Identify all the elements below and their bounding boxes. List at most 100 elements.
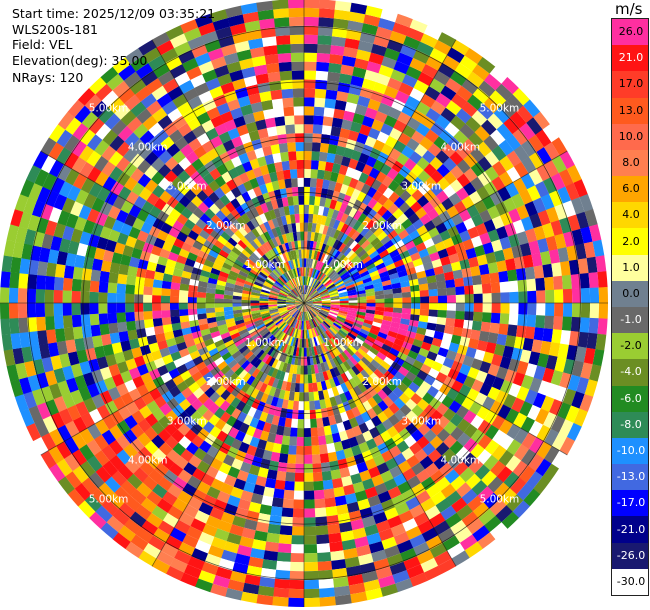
velocity-gate — [302, 311, 304, 321]
velocity-gate — [86, 208, 100, 223]
velocity-gate — [472, 525, 490, 542]
velocity-gate — [535, 315, 546, 329]
velocity-gate — [340, 327, 349, 335]
velocity-gate — [124, 458, 140, 474]
velocity-gate — [112, 195, 126, 210]
velocity-gate — [383, 239, 394, 250]
velocity-gate — [229, 250, 239, 260]
velocity-gate — [225, 404, 236, 416]
velocity-gate — [503, 117, 520, 135]
velocity-gate — [253, 64, 268, 76]
velocity-gate — [315, 282, 322, 290]
velocity-gate — [71, 290, 81, 304]
velocity-gate — [191, 371, 203, 382]
velocity-gate — [457, 250, 469, 262]
velocity-gate — [487, 386, 501, 401]
velocity-gate — [380, 470, 394, 483]
velocity-gate — [398, 510, 414, 524]
velocity-gate — [516, 204, 530, 220]
velocity-gate — [255, 73, 270, 85]
velocity-gate — [544, 428, 559, 447]
velocity-gate — [183, 564, 202, 579]
velocity-gate — [65, 252, 77, 267]
velocity-gate — [366, 61, 382, 74]
velocity-gate — [461, 396, 475, 411]
velocity-gate — [536, 147, 552, 165]
velocity-gate — [304, 195, 310, 205]
velocity-gate — [303, 526, 317, 536]
velocity-gate — [292, 288, 299, 297]
velocity-gate — [292, 79, 305, 89]
colorbar-tick-label: 10.0 — [618, 129, 644, 143]
velocity-gate — [272, 442, 282, 454]
velocity-gate — [387, 203, 399, 215]
velocity-gate — [137, 159, 152, 174]
velocity-gate — [498, 139, 514, 156]
velocity-gate — [324, 341, 331, 351]
velocity-gate — [44, 302, 54, 317]
velocity-gate — [484, 73, 502, 91]
colorbar-tick-label: -17.0 — [616, 496, 646, 510]
velocity-gate — [178, 157, 192, 171]
velocity-gate — [165, 25, 185, 41]
velocity-gate — [391, 98, 406, 112]
velocity-gate — [272, 315, 281, 321]
velocity-gate — [24, 228, 37, 246]
velocity-gate — [74, 216, 87, 232]
velocity-gate — [331, 274, 341, 282]
velocity-gate — [580, 226, 593, 244]
velocity-gate — [274, 479, 286, 490]
velocity-gate — [300, 365, 304, 375]
velocity-gate — [238, 441, 250, 454]
velocity-gate — [142, 352, 154, 364]
velocity-gate — [199, 275, 209, 283]
velocity-gate — [262, 267, 271, 275]
velocity-gate — [361, 255, 372, 265]
velocity-gate — [350, 121, 363, 133]
velocity-gate — [437, 295, 448, 303]
velocity-gate — [356, 132, 369, 145]
velocity-gate — [579, 317, 590, 333]
velocity-gate — [46, 262, 57, 277]
velocity-gate — [313, 115, 324, 126]
velocity-gate — [380, 323, 391, 331]
velocity-gate — [188, 284, 198, 292]
velocity-gate — [310, 309, 318, 316]
velocity-gate — [141, 70, 158, 86]
velocity-gate — [118, 263, 130, 276]
velocity-gate — [519, 465, 536, 484]
velocity-gate — [237, 498, 251, 511]
velocity-gate — [253, 110, 265, 122]
velocity-gate — [304, 177, 311, 187]
velocity-gate — [209, 272, 219, 280]
velocity-gate — [151, 302, 162, 311]
velocity-gate — [324, 255, 331, 265]
velocity-gate — [401, 376, 413, 388]
velocity-gate — [416, 549, 434, 565]
velocity-gate — [299, 285, 303, 295]
velocity-gate — [433, 265, 444, 276]
velocity-gate — [304, 159, 312, 170]
velocity-gate — [303, 79, 316, 89]
velocity-gate — [270, 451, 281, 462]
velocity-gate — [312, 279, 319, 288]
velocity-gate — [266, 126, 278, 137]
velocity-gate — [284, 252, 291, 262]
velocity-gate — [214, 175, 227, 188]
velocity-gate — [325, 282, 334, 289]
velocity-gate — [369, 270, 380, 278]
velocity-gate — [303, 570, 319, 581]
velocity-gate — [215, 209, 227, 221]
velocity-gate — [289, 318, 296, 327]
velocity-gate — [86, 134, 103, 151]
velocity-gate — [260, 310, 270, 315]
velocity-gate — [364, 136, 377, 148]
velocity-gate — [411, 296, 421, 303]
velocity-gate — [98, 313, 109, 325]
velocity-gate — [474, 244, 486, 257]
velocity-gate — [223, 541, 240, 554]
velocity-gate — [450, 520, 467, 536]
velocity-gate — [282, 252, 288, 263]
velocity-gate — [111, 470, 127, 487]
velocity-gate — [277, 53, 292, 63]
